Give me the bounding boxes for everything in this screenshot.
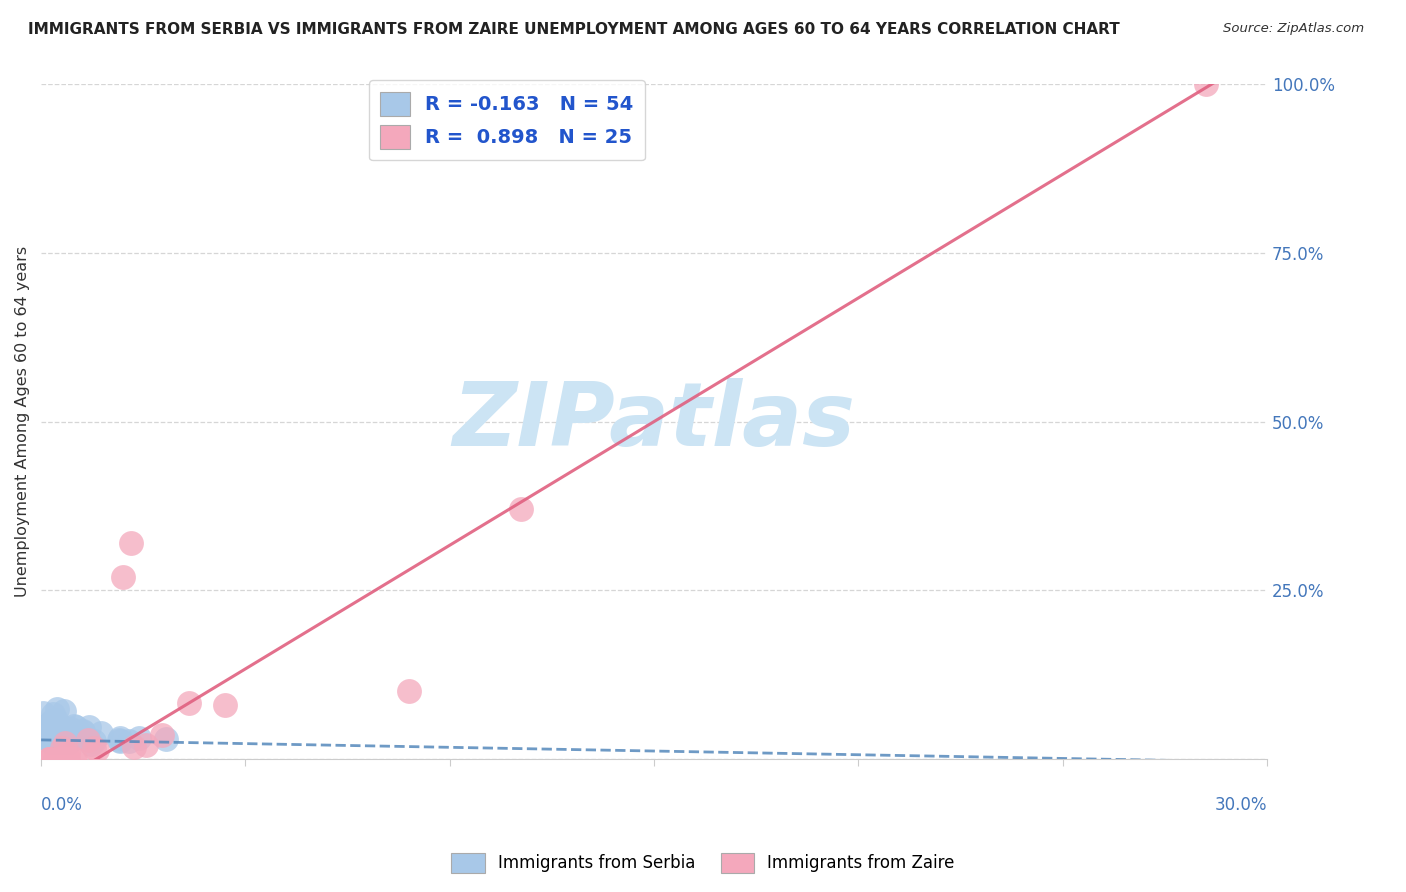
Point — [108, 731, 131, 745]
Point — [72, 725, 94, 739]
Point — [108, 733, 131, 747]
Point — [38, 716, 60, 731]
Point — [150, 728, 173, 742]
Point — [52, 704, 75, 718]
Text: ZIPatlas: ZIPatlas — [453, 378, 855, 465]
Point — [214, 698, 236, 713]
Legend: R = -0.163   N = 54, R =  0.898   N = 25: R = -0.163 N = 54, R = 0.898 N = 25 — [368, 80, 645, 161]
Point — [44, 752, 66, 766]
Point — [510, 501, 533, 516]
Point — [45, 714, 67, 728]
Point — [75, 731, 97, 745]
Point — [41, 716, 63, 731]
Point — [65, 752, 87, 766]
Point — [66, 730, 89, 744]
Point — [83, 740, 105, 755]
Point — [31, 729, 53, 743]
Point — [32, 723, 55, 738]
Point — [53, 734, 76, 748]
Point — [32, 706, 55, 720]
Legend: Immigrants from Serbia, Immigrants from Zaire: Immigrants from Serbia, Immigrants from … — [444, 847, 962, 880]
Point — [58, 735, 80, 749]
Point — [63, 752, 86, 766]
Point — [90, 725, 112, 739]
Point — [107, 733, 129, 747]
Point — [128, 731, 150, 746]
Point — [77, 733, 100, 747]
Point — [49, 734, 72, 748]
Point — [52, 728, 75, 742]
Point — [65, 720, 87, 734]
Point — [48, 752, 70, 766]
Point — [52, 752, 75, 766]
Point — [41, 735, 63, 749]
Point — [72, 723, 94, 738]
Point — [60, 723, 83, 737]
Point — [41, 714, 63, 729]
Point — [1194, 78, 1216, 92]
Point — [42, 706, 65, 721]
Point — [48, 723, 70, 737]
Point — [49, 734, 72, 748]
Point — [67, 727, 90, 741]
Text: IMMIGRANTS FROM SERBIA VS IMMIGRANTS FROM ZAIRE UNEMPLOYMENT AMONG AGES 60 TO 64: IMMIGRANTS FROM SERBIA VS IMMIGRANTS FRO… — [28, 22, 1119, 37]
Point — [51, 721, 73, 735]
Point — [48, 726, 70, 740]
Point — [79, 737, 101, 751]
Point — [56, 731, 79, 746]
Point — [52, 731, 75, 746]
Point — [117, 734, 139, 748]
Point — [49, 732, 72, 747]
Point — [38, 733, 60, 747]
Text: 0.0%: 0.0% — [41, 796, 83, 814]
Point — [155, 731, 177, 746]
Point — [135, 738, 157, 752]
Point — [38, 719, 60, 733]
Point — [38, 752, 60, 766]
Point — [45, 729, 67, 743]
Text: Source: ZipAtlas.com: Source: ZipAtlas.com — [1223, 22, 1364, 36]
Point — [35, 731, 58, 746]
Point — [38, 752, 60, 766]
Point — [56, 746, 79, 760]
Text: 30.0%: 30.0% — [1215, 796, 1267, 814]
Point — [63, 718, 86, 732]
Point — [46, 752, 69, 766]
Point — [122, 739, 145, 754]
Point — [177, 696, 200, 710]
Point — [55, 723, 77, 738]
Point — [86, 743, 108, 757]
Point — [398, 684, 420, 698]
Point — [45, 723, 67, 737]
Point — [38, 752, 60, 766]
Y-axis label: Unemployment Among Ages 60 to 64 years: Unemployment Among Ages 60 to 64 years — [15, 246, 30, 597]
Point — [120, 536, 142, 550]
Point — [56, 752, 79, 766]
Point — [44, 729, 66, 743]
Point — [32, 730, 55, 744]
Point — [111, 570, 134, 584]
Point — [37, 718, 59, 732]
Point — [51, 741, 73, 756]
Point — [76, 731, 98, 745]
Point — [51, 734, 73, 748]
Point — [48, 735, 70, 749]
Point — [53, 737, 76, 751]
Point — [83, 734, 105, 748]
Point — [77, 720, 100, 734]
Point — [51, 720, 73, 734]
Point — [45, 701, 67, 715]
Point — [53, 721, 76, 735]
